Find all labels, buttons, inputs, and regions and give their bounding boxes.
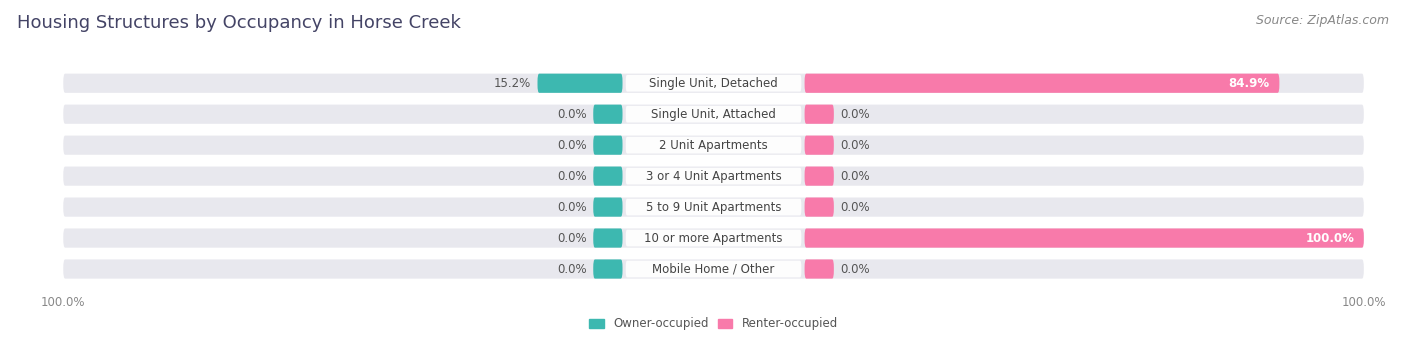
FancyBboxPatch shape: [626, 168, 801, 184]
Text: Housing Structures by Occupancy in Horse Creek: Housing Structures by Occupancy in Horse…: [17, 14, 461, 32]
Text: 0.0%: 0.0%: [557, 108, 586, 121]
Text: 0.0%: 0.0%: [557, 201, 586, 214]
Text: 0.0%: 0.0%: [557, 170, 586, 183]
Text: 0.0%: 0.0%: [841, 108, 870, 121]
FancyBboxPatch shape: [804, 260, 834, 279]
Text: 0.0%: 0.0%: [557, 263, 586, 276]
Text: Single Unit, Detached: Single Unit, Detached: [650, 77, 778, 90]
FancyBboxPatch shape: [537, 74, 623, 93]
FancyBboxPatch shape: [63, 197, 1364, 217]
FancyBboxPatch shape: [593, 167, 623, 186]
Text: 0.0%: 0.0%: [841, 170, 870, 183]
FancyBboxPatch shape: [804, 167, 834, 186]
FancyBboxPatch shape: [63, 135, 1364, 155]
FancyBboxPatch shape: [593, 228, 623, 248]
FancyBboxPatch shape: [804, 228, 1364, 248]
FancyBboxPatch shape: [626, 230, 801, 247]
FancyBboxPatch shape: [804, 135, 834, 155]
Text: 15.2%: 15.2%: [494, 77, 531, 90]
Text: 2 Unit Apartments: 2 Unit Apartments: [659, 139, 768, 152]
FancyBboxPatch shape: [626, 261, 801, 277]
Text: 0.0%: 0.0%: [841, 201, 870, 214]
Text: 0.0%: 0.0%: [841, 139, 870, 152]
FancyBboxPatch shape: [626, 199, 801, 215]
FancyBboxPatch shape: [804, 105, 834, 124]
FancyBboxPatch shape: [804, 74, 1279, 93]
FancyBboxPatch shape: [626, 106, 801, 122]
Legend: Owner-occupied, Renter-occupied: Owner-occupied, Renter-occupied: [585, 313, 842, 335]
Text: 0.0%: 0.0%: [557, 139, 586, 152]
FancyBboxPatch shape: [63, 74, 1364, 93]
Text: 0.0%: 0.0%: [841, 263, 870, 276]
Text: 0.0%: 0.0%: [557, 232, 586, 245]
FancyBboxPatch shape: [804, 197, 834, 217]
FancyBboxPatch shape: [63, 105, 1364, 124]
FancyBboxPatch shape: [63, 167, 1364, 186]
Text: 100.0%: 100.0%: [1305, 232, 1354, 245]
FancyBboxPatch shape: [63, 260, 1364, 279]
Text: 84.9%: 84.9%: [1229, 77, 1270, 90]
FancyBboxPatch shape: [626, 137, 801, 154]
FancyBboxPatch shape: [626, 75, 801, 92]
Text: Single Unit, Attached: Single Unit, Attached: [651, 108, 776, 121]
Text: Mobile Home / Other: Mobile Home / Other: [652, 263, 775, 276]
FancyBboxPatch shape: [593, 105, 623, 124]
FancyBboxPatch shape: [593, 260, 623, 279]
Text: 5 to 9 Unit Apartments: 5 to 9 Unit Apartments: [645, 201, 782, 214]
Text: 3 or 4 Unit Apartments: 3 or 4 Unit Apartments: [645, 170, 782, 183]
FancyBboxPatch shape: [593, 135, 623, 155]
FancyBboxPatch shape: [593, 197, 623, 217]
Text: Source: ZipAtlas.com: Source: ZipAtlas.com: [1256, 14, 1389, 27]
FancyBboxPatch shape: [63, 228, 1364, 248]
Text: 10 or more Apartments: 10 or more Apartments: [644, 232, 783, 245]
